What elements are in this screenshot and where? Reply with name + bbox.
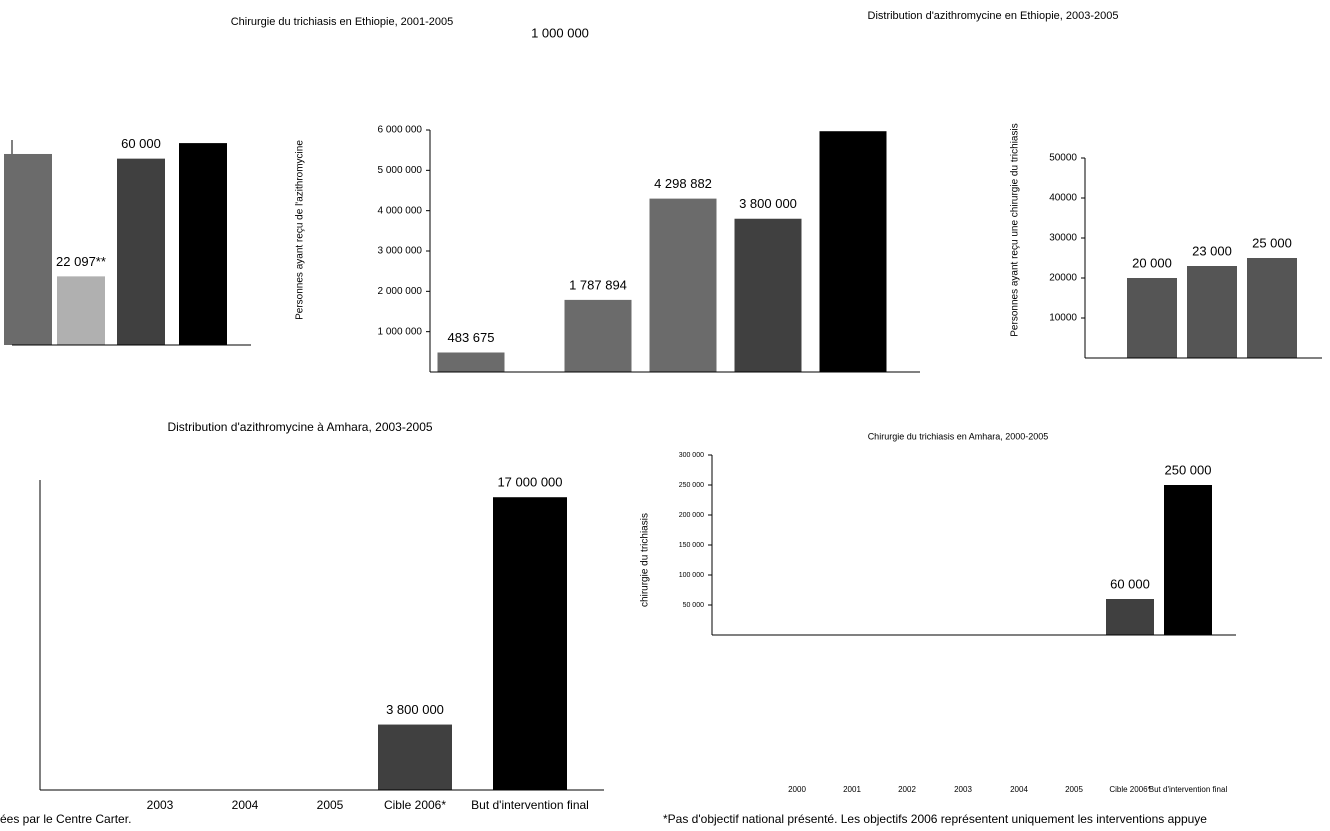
value-label: 3 800 000 [739, 196, 797, 211]
y-tick-label: 4 000 000 [378, 205, 423, 216]
value-label: 17 000 000 [497, 475, 562, 490]
page: ées par le Centre Carter. *Pas d'objecti… [0, 0, 1330, 831]
x-tick-label: 2002 [898, 785, 916, 794]
value-label: 1 787 894 [569, 277, 627, 292]
footnote: ées par le Centre Carter. [0, 812, 131, 826]
y-tick-label: 1 000 000 [378, 326, 423, 337]
value-label: 25 000 [1252, 235, 1292, 250]
y-tick-label: 200 000 [679, 512, 704, 519]
bar [4, 154, 52, 345]
bar [1164, 485, 1212, 635]
y-tick-label: 6 000 000 [378, 125, 423, 136]
bar [565, 300, 632, 372]
bar [820, 131, 887, 372]
chart-title: Distribution d'azithromycine à Amhara, 2… [167, 420, 432, 434]
y-tick-label: 2 000 000 [378, 286, 423, 297]
bar [1247, 258, 1297, 358]
bar [1106, 599, 1154, 635]
value-label: 4 298 882 [654, 176, 712, 191]
y-tick-label: 10000 [1049, 313, 1077, 324]
value-label: 20 000 [1132, 255, 1172, 270]
x-tick-label: But d'intervention final [1149, 785, 1228, 794]
x-tick-label: But d'intervention final [471, 798, 589, 812]
x-tick-label: 2000 [788, 785, 806, 794]
chart-title: Chirurgie du trichiasis en Amhara, 2000-… [868, 431, 1049, 441]
x-tick-label: 2003 [954, 785, 972, 794]
y-tick-label: 5 000 000 [378, 165, 423, 176]
chart-title: Chirurgie du trichiasis en Ethiopie, 200… [231, 16, 454, 28]
value-label: 23 000 [1192, 243, 1232, 258]
bar [1127, 278, 1177, 358]
bar [493, 497, 567, 790]
bar [735, 219, 802, 372]
annotation: 1 000 000 [531, 25, 589, 40]
x-tick-label: 2003 [147, 798, 174, 812]
bar [650, 199, 717, 372]
x-tick-label: 2004 [1010, 785, 1028, 794]
y-tick-label: 50 000 [683, 602, 705, 609]
chart-title: Distribution d'azithromycine en Ethiopie… [868, 10, 1119, 22]
y-tick-label: 100 000 [679, 572, 704, 579]
bar [438, 352, 505, 372]
value-label: 60 000 [1110, 576, 1150, 591]
y-tick-label: 30000 [1049, 233, 1077, 244]
x-tick-label: Cible 2006* [384, 798, 446, 812]
y-tick-label: 40000 [1049, 193, 1077, 204]
bar [117, 159, 165, 345]
y-axis-label: Personnes ayant reçu une chirurgie du tr… [1010, 123, 1021, 336]
bar [378, 725, 452, 790]
y-tick-label: 150 000 [679, 542, 704, 549]
value-label: 3 800 000 [386, 702, 444, 717]
x-tick-label: 2005 [1065, 785, 1083, 794]
bar [57, 276, 105, 345]
y-tick-label: 250 000 [679, 482, 704, 489]
y-tick-label: 50000 [1049, 153, 1077, 164]
value-label: 483 675 [448, 330, 495, 345]
y-axis-label: Personnes ayant reçu de l'azithromycine [295, 140, 306, 320]
x-tick-label: 2005 [317, 798, 344, 812]
x-tick-label: Cible 2006* [1109, 785, 1150, 794]
footnote: *Pas d'objectif national présenté. Les o… [663, 812, 1207, 826]
x-tick-label: 2001 [843, 785, 861, 794]
bar [179, 143, 227, 345]
value-label: 60 000 [121, 136, 161, 151]
y-tick-label: 300 000 [679, 452, 704, 459]
y-tick-label: 3 000 000 [378, 246, 423, 257]
y-tick-label: 20000 [1049, 273, 1077, 284]
value-label: 22 097** [56, 254, 106, 269]
y-axis-label: chirurgie du trichiasis [640, 513, 651, 607]
x-tick-label: 2004 [232, 798, 259, 812]
bar [1187, 266, 1237, 358]
value-label: 250 000 [1165, 462, 1212, 477]
